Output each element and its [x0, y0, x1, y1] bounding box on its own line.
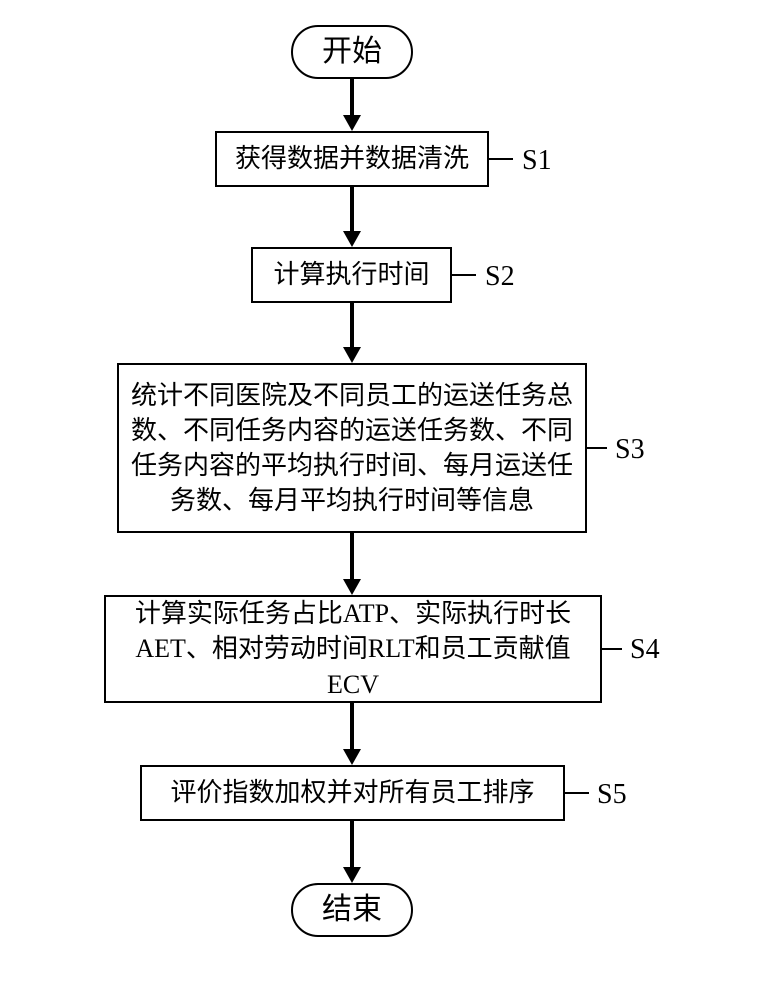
arrow-head	[343, 749, 361, 765]
label-s4: S4	[630, 634, 660, 666]
step-s3: 统计不同医院及不同员工的运送任务总数、不同任务内容的运送任务数、不同任务内容的平…	[117, 363, 587, 533]
step-text: 评价指数加权并对所有员工排序	[170, 775, 534, 810]
arrow-head	[343, 231, 361, 247]
step-text: 计算执行时间	[273, 257, 429, 292]
arrow-head	[343, 579, 361, 595]
arrow-segment	[350, 533, 354, 579]
leader-line	[602, 648, 622, 650]
step-text: 统计不同医院及不同员工的运送任务总数、不同任务内容的运送任务数、不同任务内容的平…	[129, 378, 575, 518]
end-label: 结束	[322, 890, 382, 931]
start-label: 开始	[322, 32, 382, 73]
leader-line	[489, 158, 513, 160]
step-s5: 评价指数加权并对所有员工排序	[140, 765, 565, 821]
label-s1: S1	[522, 145, 552, 177]
label-s3: S3	[615, 434, 645, 466]
step-text: 获得数据并数据清洗	[235, 141, 469, 176]
arrow-segment	[350, 79, 354, 115]
leader-line	[565, 792, 589, 794]
step-s1: 获得数据并数据清洗	[215, 131, 489, 187]
arrow-head	[343, 867, 361, 883]
label-s5: S5	[597, 779, 627, 811]
arrow-head	[343, 347, 361, 363]
flowchart-canvas: 开始 获得数据并数据清洗 计算执行时间 统计不同医院及不同员工的运送任务总数、不…	[0, 0, 771, 1000]
arrow-segment	[350, 187, 354, 231]
leader-line	[452, 274, 476, 276]
step-text: 计算实际任务占比ATP、实际执行时长AET、相对劳动时间RLT和员工贡献值ECV	[116, 596, 590, 701]
end-node: 结束	[291, 883, 413, 937]
leader-line	[587, 447, 607, 449]
arrow-segment	[350, 703, 354, 749]
step-s2: 计算执行时间	[251, 247, 452, 303]
arrow-head	[343, 115, 361, 131]
arrow-segment	[350, 821, 354, 867]
arrow-segment	[350, 303, 354, 347]
step-s4: 计算实际任务占比ATP、实际执行时长AET、相对劳动时间RLT和员工贡献值ECV	[104, 595, 602, 703]
label-s2: S2	[485, 261, 515, 293]
start-node: 开始	[291, 25, 413, 79]
